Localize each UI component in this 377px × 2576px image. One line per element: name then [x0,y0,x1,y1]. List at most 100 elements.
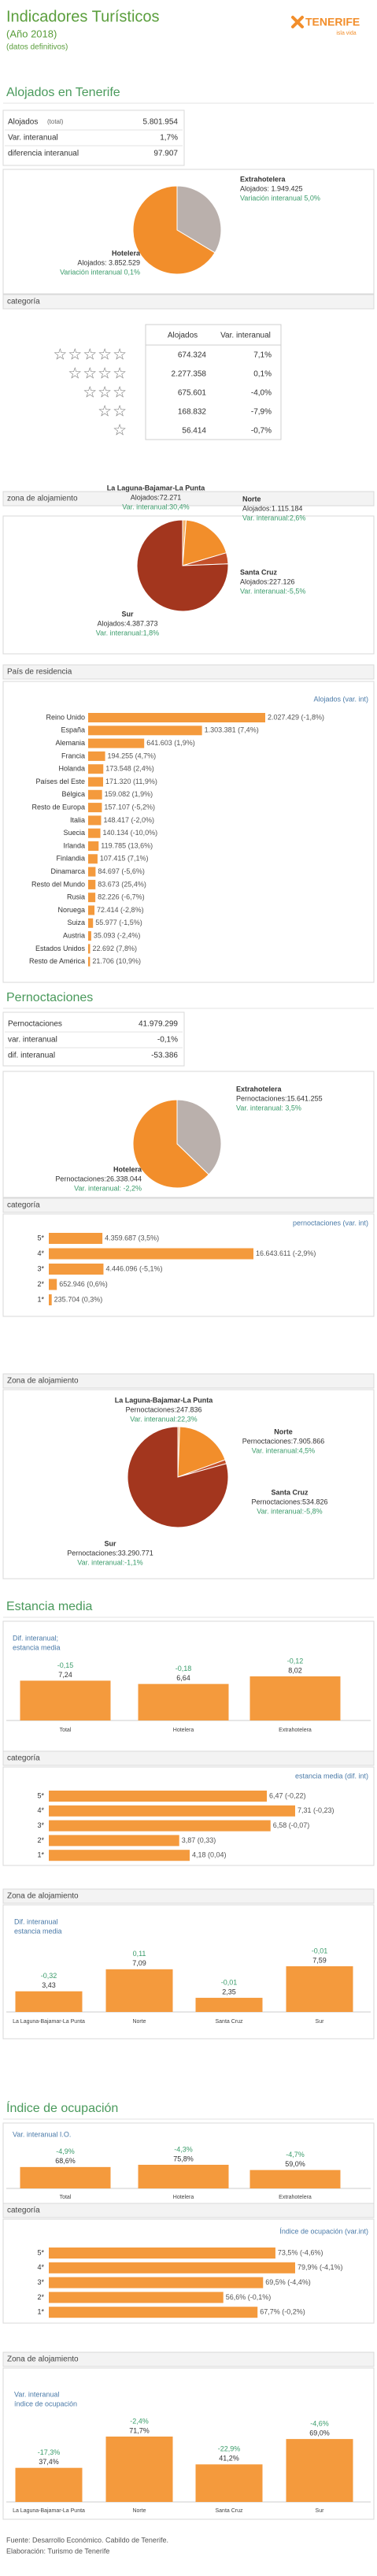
bar [88,944,91,954]
slice-change: Var. interanual:-5,8% [257,1507,322,1515]
slice-change: Var. interanual:4,5% [252,1446,315,1454]
pie-slice [177,1426,226,1478]
value-label: 157.107 (-5,2%) [104,803,155,811]
pie-slice [132,1099,209,1189]
slice-value: Alojados: 1.949.425 [240,184,303,192]
change-label: -0,01 [221,1978,238,1986]
value-label: 2,35 [222,1988,236,1995]
slice-value: Pernoctaciones:26.338.044 [55,1175,142,1182]
category-label: Resto de América [29,957,85,965]
bar [49,1294,52,1305]
panel-frame [2,169,375,295]
section-heading: Pernoctaciones [6,991,93,1004]
category-label: 4* [37,1249,44,1257]
subheading-band [2,2351,375,2367]
bar [88,905,95,915]
value-label: 16.643.611 (-2,9%) [256,1249,316,1257]
slice-name: Sur [104,1539,116,1547]
slice-change: Variación interanual 5,0% [240,194,320,202]
column [138,2165,229,2188]
value-label: 7,24 [58,1671,72,1679]
value-label: 84.697 (-5,6%) [98,867,145,875]
category-label: Suecia [63,829,85,837]
category-label: Francia [61,752,85,759]
star-rating: ☆☆☆☆ [68,365,128,382]
table-value: 5.801.954 [143,118,179,127]
bar [88,931,91,941]
panel-frame [2,515,375,655]
category-label: 3* [37,2278,44,2286]
category-label: Santa Cruz [215,2508,243,2514]
panel-frame [2,1766,375,1866]
page-note: (datos definitivos) [6,43,68,52]
table-value: 2.277.358 [172,370,207,379]
bar [49,1791,268,1802]
value-label: 7,09 [132,1959,146,1967]
value-label: 41,2% [219,2455,239,2463]
category-label: Resto del Mundo [31,880,85,888]
panel-frame [2,109,185,166]
value-label: 159.082 (1,9%) [105,790,153,798]
panel-frame [2,2122,375,2204]
column [105,2437,173,2502]
value-label: 3,87 (0,33) [182,1836,216,1844]
panel-frame [2,1620,375,1752]
bar [49,1835,179,1847]
value-label: 82.226 (-6,7%) [98,893,145,901]
category-label: Alemania [55,739,85,747]
subheading: Zona de alojamiento [7,1892,79,1901]
value-header: pernoctaciones (var. int) [293,1219,368,1227]
category-label: Holanda [58,765,85,773]
subheading: categoría [7,298,40,306]
category-label: 5* [37,2248,44,2256]
bar [88,828,101,838]
category-label: La Laguna-Bajamar-La Punta [13,2019,85,2025]
section-heading: Alojados en Tenerife [6,86,120,99]
value-label: 173.548 (2,4%) [105,765,154,773]
table-value: -7,9% [251,408,272,417]
slice-value: Alojados:4.387.373 [97,619,157,627]
slice-change: Var. interanual:-1,1% [77,1558,142,1566]
value-label: 4,18 (0,04) [192,1851,227,1859]
panel-frame [2,1904,375,2040]
slice-value: Alojados:1.115.184 [242,504,302,512]
category-label: 3* [37,1264,44,1272]
slice-name: Sur [121,610,134,618]
bar [88,751,105,761]
table-label: diferencia interanual [8,150,79,158]
slice-name: Santa Cruz [240,568,278,576]
table-label: Alojados [8,118,38,127]
table-value: 0,1% [253,370,272,379]
value-label: 35.093 (-2,4%) [94,931,141,939]
pie-slice [136,519,229,612]
subheading-band [2,1373,375,1389]
category-label: Austria [63,931,85,939]
change-label: -4,7% [286,2151,305,2158]
value-label: 69,0% [309,2429,330,2437]
table-label: dif. interanual [8,1052,55,1060]
logo-text: TENERIFE [305,16,360,28]
slice-value: Pernoctaciones:7.905.866 [242,1437,325,1445]
subheading-band [2,491,375,507]
axis-label: índice de ocupación [14,2400,77,2407]
category-label: 4* [37,2263,44,2271]
subheading-band [2,1888,375,1904]
value-label: 55.977 (-1,5%) [95,919,142,926]
category-label: 5* [37,1791,44,1799]
page-title: Indicadores Turísticos [6,8,160,25]
value-label: 71,7% [129,2426,150,2434]
slice-name: Extrahotelera [236,1085,283,1093]
panel-frame [2,1389,375,1579]
column [249,1676,341,1720]
category-label: Extrahotelera [279,2195,312,2200]
bar [88,803,102,813]
bar [49,2292,224,2303]
panel-frame [2,1011,185,1067]
value-label: 72.414 (-2,8%) [97,906,144,914]
category-label: 5* [37,1234,44,1242]
category-label: Norte [132,2508,146,2514]
category-label: Suiza [67,919,85,926]
column [105,1969,173,2012]
pie-slice [176,185,222,254]
